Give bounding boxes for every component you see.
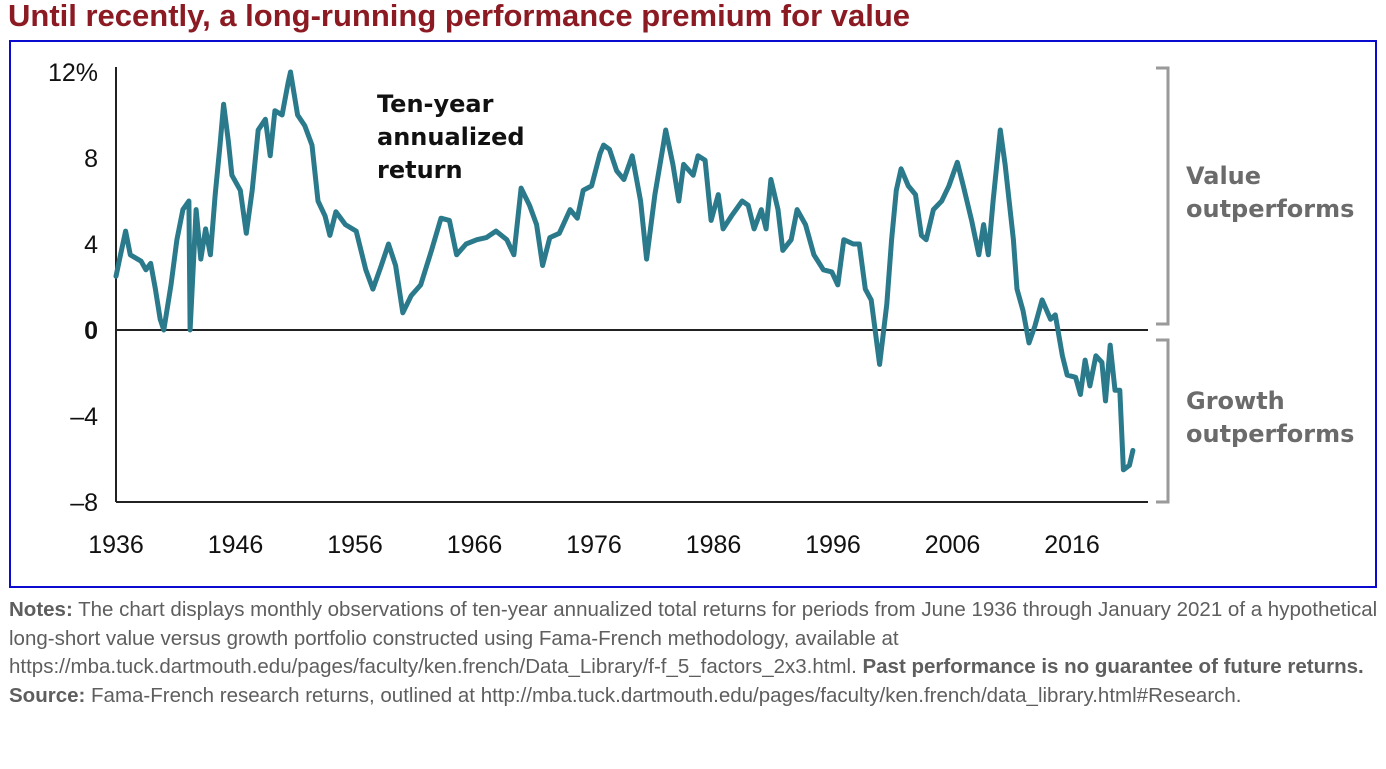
- y-tick-label: –8: [70, 489, 98, 517]
- y-tick-label: 4: [84, 231, 98, 259]
- notes-label: Notes:: [9, 598, 73, 621]
- bracket-label: Growth: [1186, 387, 1285, 415]
- x-tick-label: 1976: [566, 531, 622, 559]
- x-tick-label: 1956: [327, 531, 383, 559]
- bracket-label: Value: [1186, 162, 1261, 190]
- x-tick-label: 1966: [447, 531, 503, 559]
- x-tick-label: 2006: [925, 531, 981, 559]
- bracket-label: outperforms: [1186, 195, 1354, 223]
- x-tick-label: 1946: [208, 531, 264, 559]
- chart-frame: [9, 40, 1377, 588]
- y-tick-label: 12%: [48, 59, 98, 87]
- chart-annotation: Ten-year annualized return: [377, 90, 525, 184]
- chart-title: Until recently, a long-running performan…: [8, 0, 911, 33]
- annotation-line: Ten-year: [377, 90, 494, 118]
- source-label: Source:: [9, 683, 86, 707]
- x-tick-label: 1936: [88, 531, 144, 559]
- annotation-line: return: [377, 156, 463, 184]
- x-axis-tick-labels: 1936 1946 1956 1966 1976 1986 1996 2006 2016: [88, 531, 1100, 559]
- x-tick-label: 1996: [805, 531, 861, 559]
- notes-text: The chart displays monthly observations …: [9, 598, 1378, 679]
- chart-notes: Notes: The chart displays monthly observ…: [9, 596, 1379, 710]
- y-tick-label: 8: [84, 145, 98, 173]
- bracket-value: [1156, 66, 1170, 326]
- disclaimer: Past performance is no guarantee of futu…: [862, 655, 1364, 679]
- line-chart: 12% 8 4 0 –4 –8 1936 1946 1956 1966 1976 1986 1996 2…: [48, 59, 1354, 559]
- source-text: Fama-French research returns, outlined a…: [85, 683, 1242, 707]
- bracket-growth: [1156, 338, 1170, 504]
- series-line-value-minus-growth: [113, 69, 1136, 473]
- y-axis-tick-labels: 12% 8 4 0 –4 –8: [48, 59, 98, 517]
- x-tick-label: 2016: [1044, 531, 1100, 559]
- bracket-label: outperforms: [1186, 420, 1354, 448]
- annotation-line: annualized: [377, 123, 525, 151]
- y-tick-label: –4: [70, 403, 98, 431]
- y-tick-label: 0: [84, 317, 98, 345]
- x-tick-label: 1986: [686, 531, 742, 559]
- outperformance-brackets: Value outperforms Growth outperforms: [1156, 66, 1354, 504]
